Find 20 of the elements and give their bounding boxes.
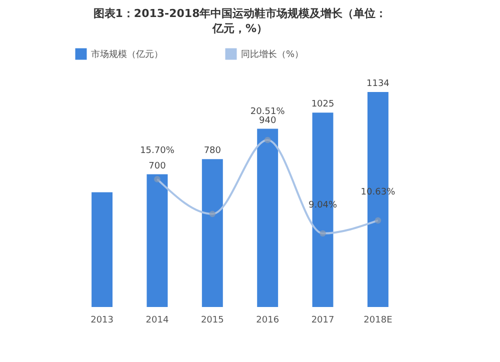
chart-title: 图表1：2013-2018年中国运动鞋市场规模及增长（单位：亿元，%） xyxy=(93,7,387,35)
x-tick-label: 2015 xyxy=(200,316,224,326)
x-tick-label: 2013 xyxy=(90,316,114,326)
bar xyxy=(202,159,223,307)
data-label: 1134 xyxy=(366,79,390,89)
legend-label: 市场规模（亿元） xyxy=(91,49,163,60)
data-label: 940 xyxy=(259,116,276,126)
x-tick-label: 2018E xyxy=(364,316,393,326)
bar xyxy=(92,192,113,307)
legend-label: 同比增长（%） xyxy=(241,49,304,60)
x-tick-label: 2016 xyxy=(256,316,280,326)
data-label: 20.51% xyxy=(250,107,286,117)
data-label: 1025 xyxy=(311,100,334,110)
bar xyxy=(257,128,278,307)
bar xyxy=(146,174,168,307)
x-tick-label: 2017 xyxy=(311,316,334,326)
x-tick-label: 2014 xyxy=(146,316,169,326)
data-label: 15.70% xyxy=(140,146,175,156)
data-label: 700 xyxy=(148,161,166,172)
data-label: 780 xyxy=(204,146,222,156)
